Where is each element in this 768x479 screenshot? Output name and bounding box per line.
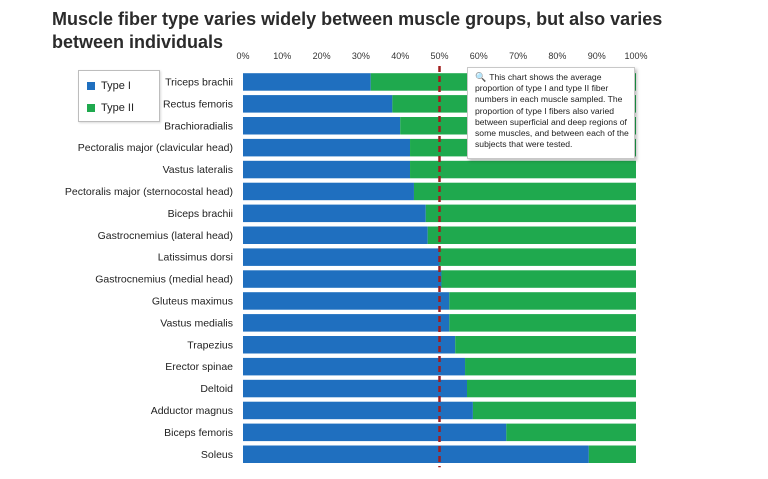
bar-type-ii [449, 292, 636, 310]
legend-item-type-i: Type I [87, 80, 131, 92]
bar-type-i [243, 270, 442, 288]
bar-type-ii [455, 336, 636, 354]
bar-type-i [243, 357, 466, 376]
category-label: Soleus [201, 449, 233, 461]
x-tick-label: 40% [391, 51, 409, 61]
x-tick-label: 100% [624, 51, 647, 61]
x-tick-label: 50% [430, 51, 448, 61]
bar-type-i [243, 423, 507, 442]
x-tick-label: 10% [273, 51, 291, 61]
category-label: Vastus lateralis [163, 164, 233, 176]
bar-type-ii [449, 314, 636, 332]
bar-type-i [243, 138, 411, 157]
legend-label-type-i: Type I [101, 80, 131, 92]
legend-label-type-ii: Type II [101, 102, 135, 114]
legend-swatch-type-ii [87, 104, 95, 112]
bar-type-i [243, 445, 589, 463]
legend-item-type-ii: Type II [87, 102, 134, 114]
bar-type-i [243, 160, 411, 179]
bar-type-i [243, 73, 371, 91]
category-label: Biceps brachii [168, 208, 233, 220]
category-label: Vastus medialis [160, 317, 233, 329]
category-label: Biceps femoris [164, 427, 233, 439]
x-tick-label: 20% [313, 51, 331, 61]
annotation-callout: 🔍 This chart shows the average proportion… [467, 67, 635, 159]
bar-type-ii [465, 357, 636, 376]
annotation-text: This chart shows the average proportion … [475, 72, 629, 150]
x-tick-label: 30% [352, 51, 370, 61]
bar-type-ii [427, 226, 636, 244]
bar-type-ii [441, 270, 636, 288]
legend: Type I Type II [78, 70, 160, 122]
category-label: Triceps brachii [165, 76, 233, 88]
category-label: Rectus femoris [163, 98, 233, 110]
bar-type-ii [439, 248, 636, 266]
x-tick-label: 70% [509, 51, 527, 61]
x-tick-label: 60% [470, 51, 488, 61]
bar-type-i [243, 314, 450, 332]
bar-type-i [243, 95, 393, 113]
bar-type-ii [467, 379, 636, 398]
bar-type-ii [410, 160, 636, 179]
category-label: Adductor magnus [151, 405, 233, 417]
magnifier-icon: 🔍 [475, 72, 487, 82]
chart-title: Muscle fiber type varies widely between … [52, 9, 663, 52]
bar-type-i [243, 248, 440, 266]
x-tick-label: 90% [588, 51, 606, 61]
bar-type-ii [506, 423, 636, 442]
bar-type-ii [588, 445, 636, 463]
category-label: Trapezius [187, 339, 233, 351]
category-label: Latissimus dorsi [158, 252, 233, 264]
category-label: Pectoralis major (sternocostal head) [65, 186, 233, 198]
bar-type-i [243, 182, 414, 201]
bar-type-i [243, 336, 456, 354]
bar-type-ii [413, 182, 636, 201]
x-tick-label: 80% [548, 51, 566, 61]
bar-type-i [243, 292, 450, 310]
category-label: Gastrocnemius (lateral head) [98, 230, 233, 242]
x-axis-ticks: 0% 10% 20% 30% 40% 50% 60% 70% 80% 90% 100% [236, 51, 647, 61]
category-label: Brachioradialis [164, 120, 233, 132]
bar-type-i [243, 226, 428, 244]
bar-type-i [243, 379, 468, 398]
category-labels: Triceps brachii Rectus femoris Brachioradi… [65, 76, 233, 460]
category-label: Pectoralis major (clavicular head) [78, 142, 233, 154]
category-label: Gastrocnemius (medial head) [95, 274, 233, 286]
bar-type-i [243, 401, 473, 420]
bar-type-i [243, 117, 401, 135]
bar-type-ii [472, 401, 636, 420]
category-label: Erector spinae [165, 361, 233, 373]
bar-type-i [243, 204, 426, 223]
category-label: Gluteus maximus [152, 295, 233, 307]
category-label: Deltoid [200, 383, 233, 395]
bar-type-ii [425, 204, 636, 223]
x-tick-label: 0% [236, 51, 249, 61]
legend-swatch-type-i [87, 82, 95, 90]
